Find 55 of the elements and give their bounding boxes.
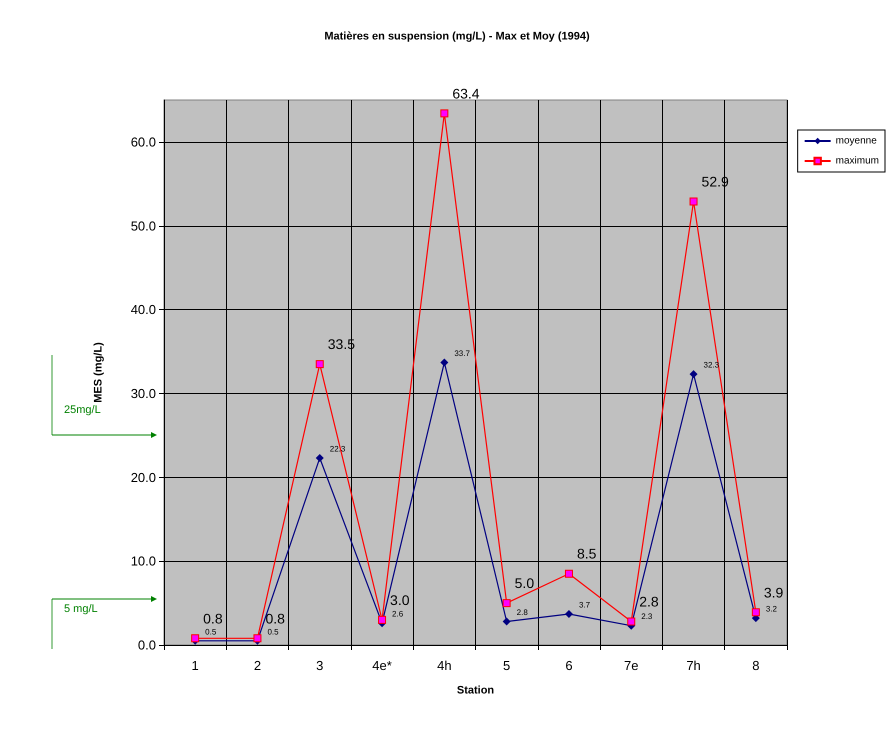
y-axis-title: MES (mg/L) [92, 342, 104, 403]
y-tick-label: 60.0 [130, 134, 156, 150]
data-label: 3.7 [578, 600, 591, 610]
x-axis-title: Station [456, 684, 494, 696]
point [440, 358, 448, 366]
point [690, 197, 698, 206]
y-tick-label: 20.0 [130, 470, 156, 485]
point [627, 618, 636, 626]
point [564, 570, 573, 578]
data-label: 63.4 [452, 85, 480, 102]
data-label: 2.3 [641, 612, 653, 622]
x-tick-label: 1 [192, 658, 199, 673]
data-label: 0.8 [203, 610, 223, 626]
point [502, 599, 511, 608]
data-label: 2.6 [392, 610, 404, 619]
data-label: 3.2 [766, 604, 778, 614]
data-label: 33.7 [454, 348, 470, 358]
point [316, 360, 324, 368]
point [564, 610, 573, 618]
x-tick-label: 5 [503, 658, 510, 673]
point [440, 109, 448, 118]
data-label: 3.0 [390, 592, 410, 608]
chart-title: Matières en suspension (mg/L) - Max et Moy (1994) [324, 30, 590, 42]
data-label: 2.8 [516, 608, 528, 618]
x-tick-label: 2 [254, 658, 262, 673]
data-label: 3.9 [764, 584, 784, 600]
data-label: 0.8 [265, 610, 286, 626]
point [316, 454, 324, 462]
x-tick-label: 8 [752, 658, 760, 673]
y-tick-label: 50.0 [130, 218, 156, 234]
x-tick-label: 7h [686, 658, 701, 673]
x-tick-label: 7e [624, 658, 638, 673]
x-tick-label: 6 [565, 658, 573, 673]
text: 25mg/L [64, 404, 101, 416]
data-label: 0.5 [205, 627, 217, 636]
x-tick-label: 3 [316, 658, 324, 673]
y-tick-label: 30.0 [130, 386, 156, 401]
point [690, 370, 698, 378]
point [752, 608, 760, 616]
point [191, 634, 200, 642]
point [253, 634, 262, 642]
legend-label: maximum [836, 156, 880, 166]
y-tick-label: 10.0 [130, 554, 156, 569]
y-tick-label: 40.0 [130, 302, 156, 318]
y-tick-label: 0.0 [138, 638, 156, 652]
x-tick-label: 4h [437, 658, 452, 673]
text: 5 mg/L [64, 603, 98, 615]
data-label: 0.5 [267, 627, 280, 636]
point [502, 618, 511, 626]
data-label: 5.0 [514, 575, 534, 592]
legend-label: moyenne [836, 136, 878, 146]
x-tick-label: 4e* [372, 658, 392, 673]
data-label: 2.8 [639, 594, 659, 610]
point [378, 616, 386, 624]
data-label: 8.5 [576, 546, 597, 562]
